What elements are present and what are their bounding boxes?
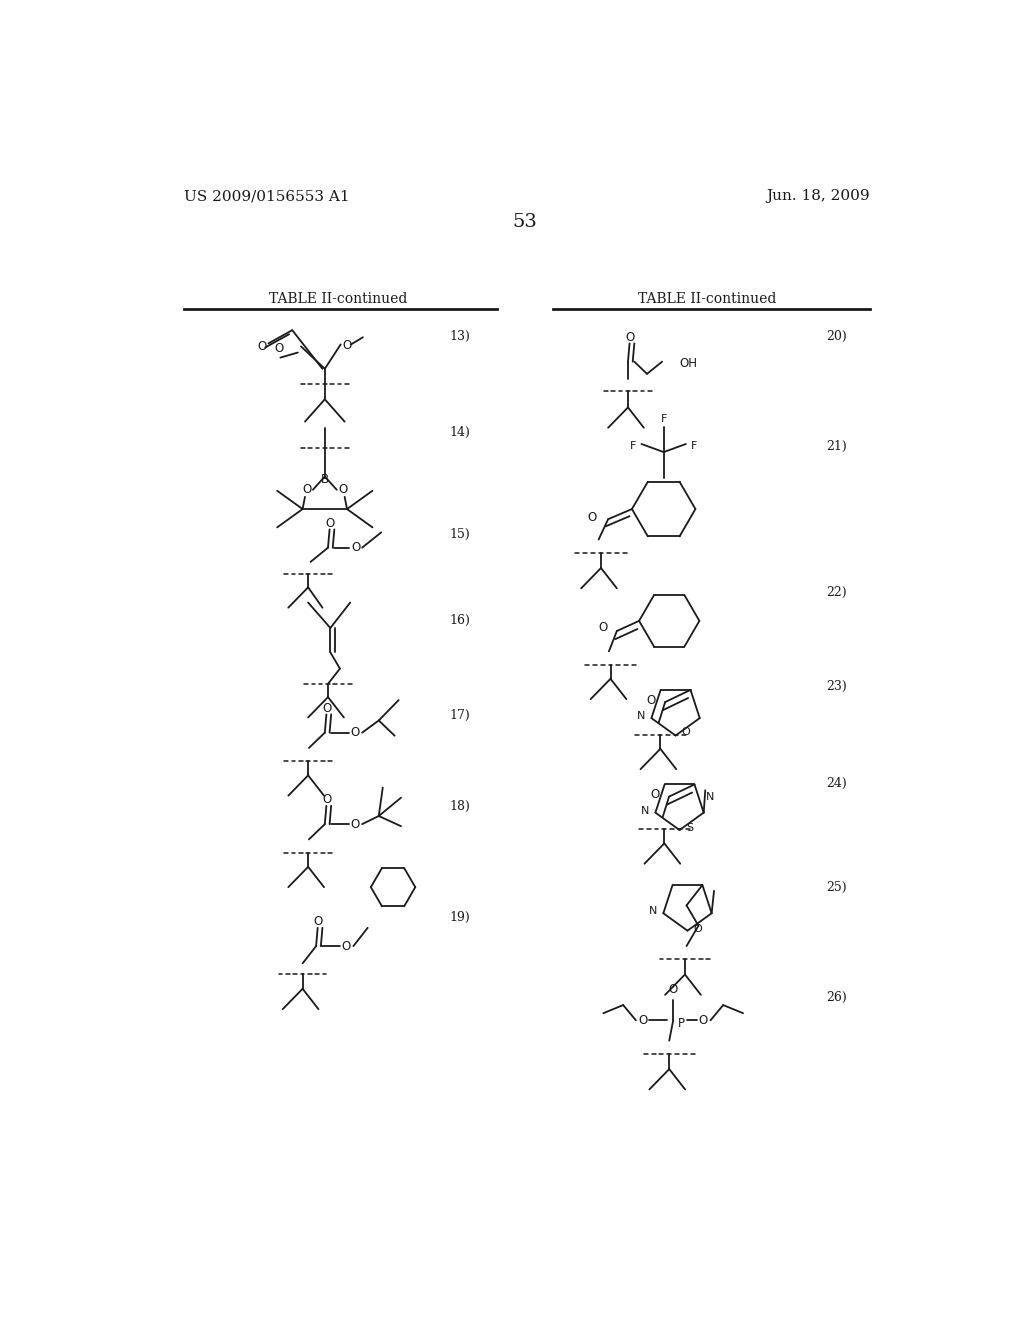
Text: O: O [598,622,607,635]
Text: OH: OH [680,358,697,370]
Text: O: O [257,341,266,352]
Text: O: O [323,793,332,807]
Text: O: O [638,1014,647,1027]
Text: F: F [631,441,637,451]
Text: O: O [350,726,359,739]
Text: N: N [637,711,645,721]
Text: O: O [351,541,360,554]
Text: 17): 17) [450,709,470,722]
Text: O: O [326,517,335,529]
Text: P: P [678,1016,685,1030]
Text: 15): 15) [450,528,470,541]
Text: O: O [342,339,351,352]
Text: O: O [626,331,635,343]
Text: 16): 16) [450,614,470,627]
Text: 18): 18) [450,800,470,813]
Text: O: O [339,483,348,496]
Text: O: O [588,511,597,524]
Text: O: O [646,693,655,706]
Text: 23): 23) [826,680,847,693]
Text: 19): 19) [450,911,470,924]
Text: 53: 53 [512,214,538,231]
Text: TABLE II-continued: TABLE II-continued [638,292,776,306]
Text: US 2009/0156553 A1: US 2009/0156553 A1 [183,189,349,203]
Text: O: O [650,788,659,801]
Text: O: O [274,342,284,355]
Text: N: N [649,907,657,916]
Text: 13): 13) [450,330,470,343]
Text: O: O [698,1014,708,1027]
Text: O: O [693,924,702,933]
Text: O: O [682,727,690,738]
Text: F: F [660,413,667,424]
Text: O: O [342,940,351,953]
Text: O: O [323,702,332,714]
Text: S: S [686,824,693,833]
Text: F: F [690,441,697,451]
Text: Jun. 18, 2009: Jun. 18, 2009 [766,189,870,203]
Text: O: O [669,983,678,997]
Text: 24): 24) [826,777,847,789]
Text: 22): 22) [826,586,847,599]
Text: 21): 21) [826,440,847,453]
Text: N: N [641,805,649,816]
Text: 26): 26) [826,991,847,1005]
Text: TABLE II-continued: TABLE II-continued [269,292,408,306]
Text: 25): 25) [826,880,847,894]
Text: O: O [302,483,311,496]
Text: 14): 14) [450,426,470,440]
Text: O: O [313,915,324,928]
Text: 20): 20) [826,330,847,343]
Text: O: O [350,817,359,830]
Text: N: N [706,792,715,803]
Text: B: B [321,473,329,486]
